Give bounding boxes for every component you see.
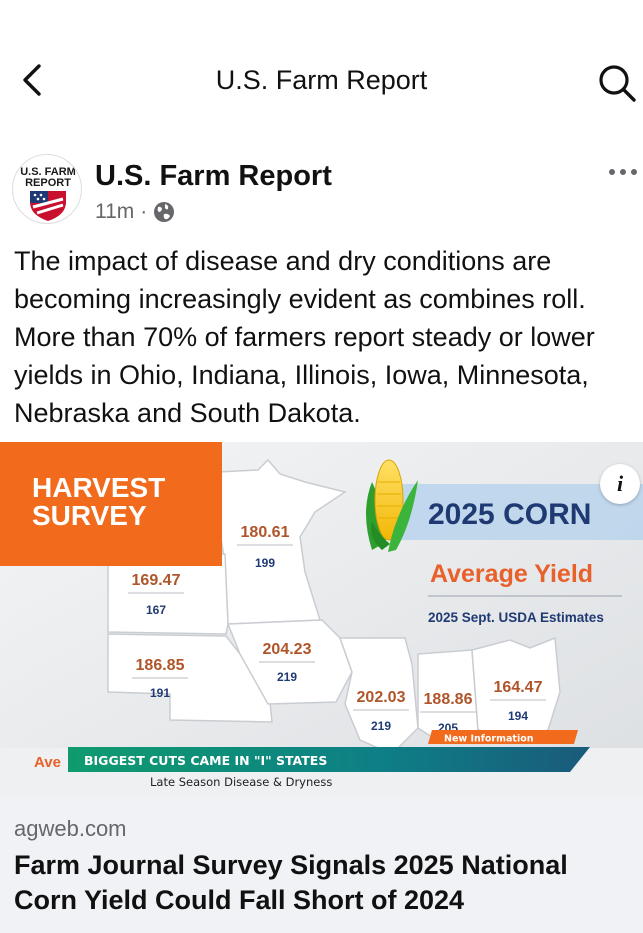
state-usda-yield: 191 bbox=[150, 686, 170, 700]
harvest-survey-infographic: HARVEST SURVEY 2025 CORN Average Yield 2… bbox=[0, 442, 643, 796]
post-header: U.S. FARM REPORT U.S. Farm Report 11m · bbox=[0, 150, 643, 230]
state-usda-yield: 194 bbox=[508, 709, 528, 723]
chevron-left-icon bbox=[23, 64, 41, 96]
avatar[interactable]: U.S. FARM REPORT bbox=[12, 154, 82, 224]
search-icon bbox=[599, 65, 636, 102]
svg-text:REPORT: REPORT bbox=[25, 177, 71, 189]
state-survey-yield: 164.47 bbox=[494, 679, 543, 696]
state-map bbox=[107, 458, 561, 755]
corn-title: 2025 CORN bbox=[428, 498, 591, 531]
ticker-new-info-tag: New Information bbox=[444, 734, 534, 745]
page-title: U.S. Farm Report bbox=[215, 65, 428, 95]
search-button[interactable] bbox=[596, 62, 638, 104]
state-survey-yield: 202.03 bbox=[357, 689, 406, 706]
ticker-main-text: BIGGEST CUTS CAME IN "I" STATES bbox=[84, 753, 327, 768]
state-usda-yield: 219 bbox=[371, 719, 391, 733]
ticker-subtext: Late Season Disease & Dryness bbox=[150, 775, 332, 789]
image-info-button[interactable]: i bbox=[600, 464, 640, 504]
link-domain: agweb.com bbox=[14, 816, 127, 841]
post-meta: 11m · bbox=[95, 200, 175, 224]
back-button[interactable] bbox=[18, 62, 48, 98]
top-bar: U.S. Farm Report bbox=[0, 0, 643, 130]
state-survey-yield: 169.47 bbox=[132, 572, 181, 589]
us-farm-report-logo: U.S. FARM REPORT bbox=[20, 166, 76, 221]
average-yield-title: Average Yield bbox=[430, 560, 593, 588]
post-time[interactable]: 11m bbox=[95, 200, 135, 223]
more-options-button[interactable] bbox=[606, 162, 640, 182]
post-text: The impact of disease and dry conditions… bbox=[14, 246, 595, 428]
link-preview-card[interactable]: agweb.com Farm Journal Survey Signals 20… bbox=[0, 796, 643, 933]
banner-line-1: HARVEST bbox=[32, 472, 165, 503]
state-survey-yield: 180.61 bbox=[241, 524, 290, 541]
state-usda-yield: 167 bbox=[146, 603, 166, 617]
link-title[interactable]: Farm Journal Survey Signals 2025 Nationa… bbox=[14, 850, 568, 915]
svg-text:U.S. FARM: U.S. FARM bbox=[20, 166, 76, 178]
harvest-survey-banner bbox=[0, 442, 222, 566]
usda-subtitle: 2025 Sept. USDA Estimates bbox=[428, 610, 604, 625]
state-survey-yield: 204.23 bbox=[263, 641, 312, 658]
state-usda-yield: 219 bbox=[277, 670, 297, 684]
state-nebraska bbox=[107, 633, 273, 723]
info-icon: i bbox=[616, 471, 624, 496]
state-survey-yield: 186.85 bbox=[136, 657, 185, 674]
banner-line-2: SURVEY bbox=[32, 500, 147, 531]
state-usda-yield: 199 bbox=[255, 556, 275, 570]
meta-separator: · bbox=[140, 200, 148, 223]
yield-labels: 180.61 199 169.47 167 186.85 191 204.23 219 202.… bbox=[128, 524, 546, 735]
post-image[interactable]: HARVEST SURVEY 2025 CORN Average Yield 2… bbox=[0, 442, 643, 796]
author-name[interactable]: U.S. Farm Report bbox=[95, 160, 332, 192]
corn-icon bbox=[366, 459, 418, 552]
state-survey-yield: 188.86 bbox=[424, 691, 473, 708]
ticker-left-label: Ave bbox=[34, 754, 61, 771]
globe-icon bbox=[154, 202, 175, 222]
more-horizontal-icon bbox=[609, 169, 637, 175]
